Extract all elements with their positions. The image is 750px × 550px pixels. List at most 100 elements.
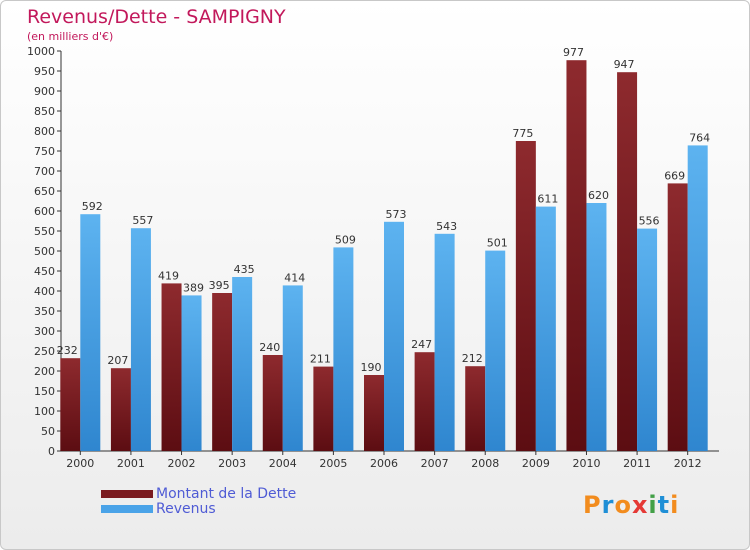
y-tick-label: 500 [34, 245, 55, 258]
legend-swatch-revenus [101, 505, 153, 513]
bar-revenus-2000 [80, 214, 101, 451]
x-tick-label: 2005 [319, 457, 347, 470]
logo-letter: x [631, 491, 649, 519]
logo-letter: t [657, 491, 671, 519]
logo-letter: o [614, 491, 632, 519]
y-tick-label: 800 [34, 125, 55, 138]
bar-debt-2007 [414, 352, 435, 451]
bar-revenus-2002 [181, 295, 202, 451]
bar-revenus-2010 [586, 203, 607, 451]
bar-revenus-2006 [384, 221, 404, 451]
x-tick-label: 2001 [117, 457, 145, 470]
logo-letter: P [583, 491, 602, 519]
bar-debt-2011 [617, 72, 638, 451]
bar-debt-2004 [262, 355, 283, 451]
data-label-revenus-2004: 414 [284, 271, 305, 284]
x-tick-label: 2009 [522, 457, 550, 470]
data-label-debt-2005: 211 [310, 353, 331, 366]
x-tick-label: 2003 [218, 457, 246, 470]
data-label-debt-2000: 232 [57, 344, 78, 357]
data-label-revenus-2002: 389 [183, 281, 204, 294]
y-tick-label: 50 [41, 425, 55, 438]
bar-debt-2012 [667, 183, 688, 451]
legend-label-debt: Montant de la Dette [156, 486, 297, 502]
y-tick-label: 400 [34, 285, 55, 298]
logo-letter: i [670, 491, 680, 519]
chart-title: Revenus/Dette - SAMPIGNY [27, 6, 286, 28]
bar-revenus-2005 [333, 247, 354, 451]
y-tick-label: 700 [34, 165, 55, 178]
data-label-debt-2007: 247 [411, 338, 432, 351]
data-label-revenus-2009: 611 [537, 193, 558, 206]
data-label-revenus-2011: 556 [639, 215, 660, 228]
y-tick-label: 550 [34, 225, 55, 238]
legend-swatch-debt [101, 490, 153, 498]
data-label-revenus-2007: 543 [436, 220, 457, 233]
y-tick-label: 300 [34, 325, 55, 338]
bar-debt-2003 [212, 293, 233, 451]
x-tick-label: 2007 [421, 457, 449, 470]
data-label-revenus-2010: 620 [588, 189, 609, 202]
y-tick-label: 450 [34, 265, 55, 278]
y-tick-label: 200 [34, 365, 55, 378]
x-tick-label: 2008 [471, 457, 499, 470]
y-tick-label: 950 [34, 65, 55, 78]
logo-letter: r [601, 491, 615, 519]
data-label-revenus-2012: 764 [689, 131, 710, 144]
bar-revenus-2001 [130, 228, 151, 451]
bar-debt-2001 [110, 368, 131, 451]
y-tick-label: 100 [34, 405, 55, 418]
data-label-debt-2008: 212 [462, 352, 483, 365]
bar-revenus-2012 [687, 145, 708, 451]
x-tick-label: 2000 [66, 457, 94, 470]
bar-revenus-2011 [637, 228, 658, 451]
x-tick-label: 2012 [674, 457, 702, 470]
bar-revenus-2008 [485, 250, 506, 451]
data-label-debt-2010: 977 [563, 46, 584, 59]
logo-letter: i [648, 491, 658, 519]
bar-debt-2006 [364, 375, 384, 451]
data-label-revenus-2000: 592 [82, 200, 103, 213]
y-tick-label: 650 [34, 185, 55, 198]
data-label-revenus-2006: 573 [386, 208, 407, 221]
y-tick-label: 900 [34, 85, 55, 98]
x-tick-label: 2004 [269, 457, 297, 470]
data-label-debt-2003: 395 [209, 279, 230, 292]
data-label-debt-2001: 207 [107, 354, 128, 367]
proxiti-logo: Proxiti [583, 491, 679, 519]
data-label-debt-2004: 240 [259, 341, 280, 354]
bar-debt-2010 [566, 60, 587, 451]
y-tick-label: 0 [48, 445, 55, 458]
chart-subtitle: (en milliers d'€) [27, 30, 114, 43]
y-tick-label: 250 [34, 345, 55, 358]
x-tick-label: 2006 [370, 457, 398, 470]
data-label-revenus-2008: 501 [487, 237, 508, 250]
bar-debt-2005 [313, 366, 334, 451]
data-label-revenus-2005: 509 [335, 233, 356, 246]
legend-label-revenus: Revenus [156, 501, 216, 517]
bar-revenus-2009 [535, 206, 556, 451]
data-label-revenus-2001: 557 [132, 214, 153, 227]
data-label-debt-2009: 775 [512, 127, 533, 140]
data-label-revenus-2003: 435 [234, 263, 255, 276]
bar-debt-2000 [60, 358, 81, 451]
x-tick-label: 2002 [168, 457, 196, 470]
bar-revenus-2004 [282, 285, 303, 451]
data-label-debt-2012: 669 [664, 169, 685, 182]
y-tick-label: 600 [34, 205, 55, 218]
x-tick-label: 2010 [572, 457, 600, 470]
data-label-debt-2006: 190 [361, 361, 382, 374]
x-tick-label: 2011 [623, 457, 651, 470]
y-tick-label: 1000 [27, 45, 55, 58]
y-tick-label: 750 [34, 145, 55, 158]
bar-revenus-2003 [232, 277, 253, 451]
y-tick-label: 350 [34, 305, 55, 318]
data-label-debt-2002: 419 [158, 269, 179, 282]
bar-revenus-2007 [434, 233, 455, 451]
y-tick-label: 850 [34, 105, 55, 118]
y-tick-label: 150 [34, 385, 55, 398]
bar-debt-2008 [465, 366, 486, 451]
data-label-debt-2011: 947 [614, 58, 635, 71]
